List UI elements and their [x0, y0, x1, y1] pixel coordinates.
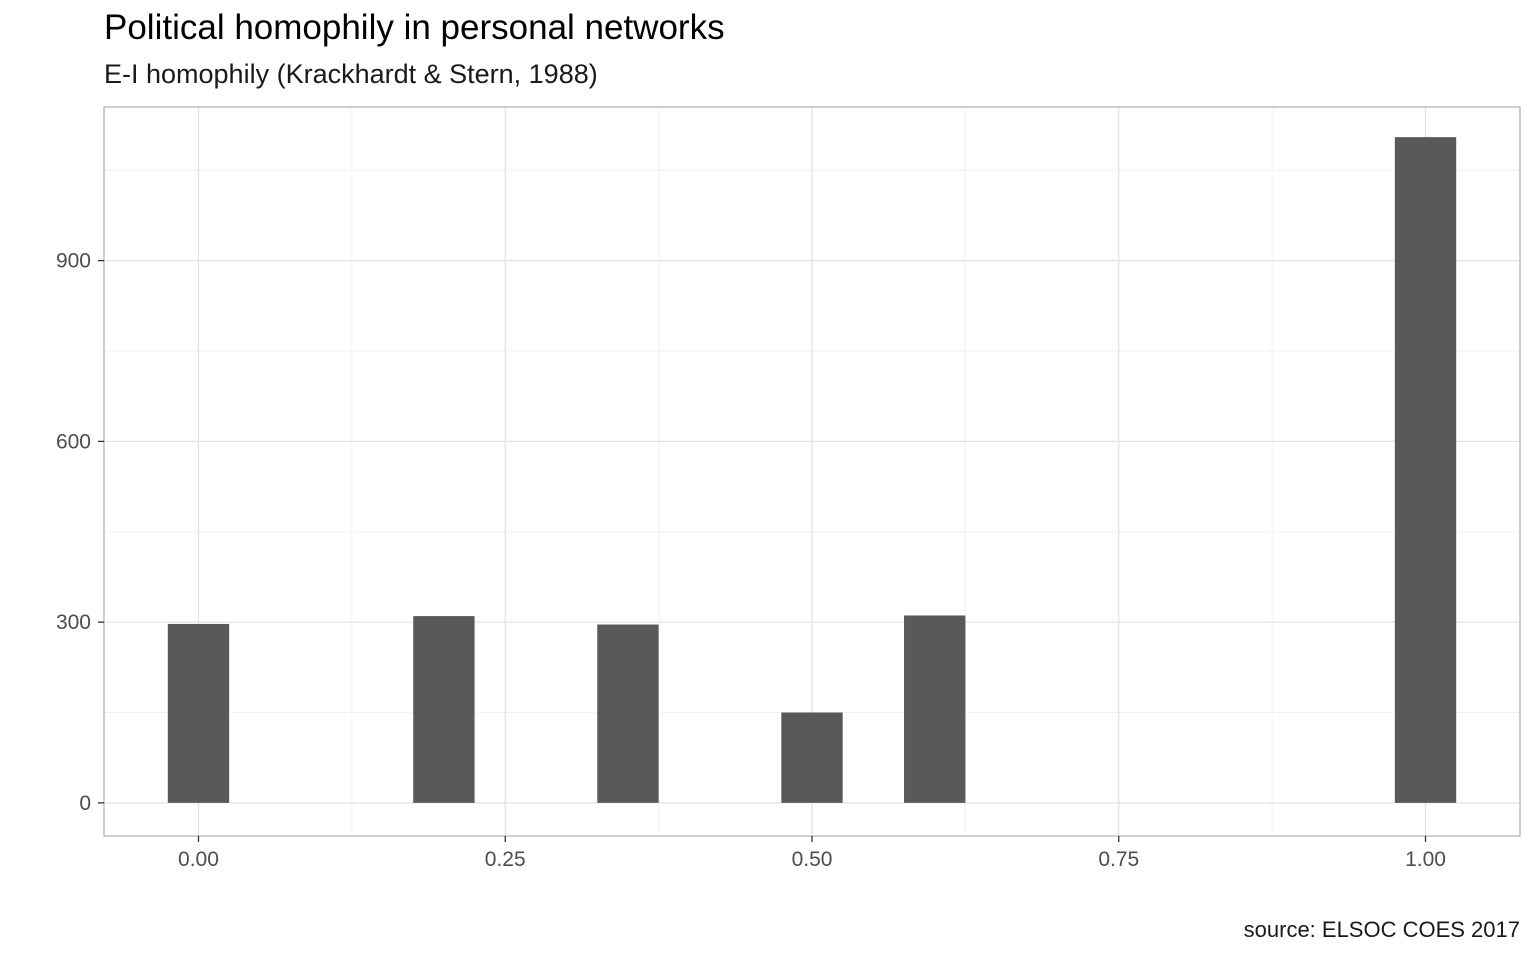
- chart-title: Political homophily in personal networks: [104, 8, 725, 47]
- x-tick-label: 0.75: [1098, 848, 1139, 871]
- x-axis: 0.00 0.25 0.50 0.75 1.00: [178, 836, 1446, 871]
- y-tick-label: 0: [79, 792, 91, 815]
- chart-subtitle: E-I homophily (Krackhardt & Stern, 1988): [104, 59, 598, 89]
- bar: [167, 623, 230, 803]
- bars: [167, 137, 1457, 803]
- bar: [904, 615, 966, 803]
- bar: [1394, 137, 1457, 803]
- bar: [597, 624, 659, 803]
- x-tick-label: 0.50: [792, 848, 833, 871]
- y-tick-label: 300: [56, 611, 91, 634]
- bar: [781, 712, 843, 803]
- bar: [413, 616, 475, 803]
- y-tick-label: 900: [56, 250, 91, 273]
- y-tick-label: 600: [56, 430, 91, 453]
- x-tick-label: 0.25: [485, 848, 526, 871]
- chart-caption: source: ELSOC COES 2017: [1243, 917, 1520, 942]
- y-axis: 0 300 600 900: [56, 250, 104, 815]
- x-tick-label: 1.00: [1405, 848, 1446, 871]
- x-tick-label: 0.00: [178, 848, 219, 871]
